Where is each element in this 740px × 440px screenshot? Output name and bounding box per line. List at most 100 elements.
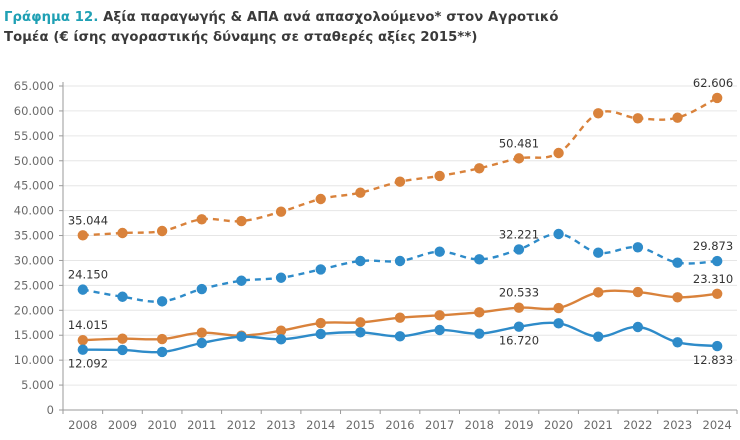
data-point [632, 242, 644, 253]
x-tick-label: 2023 [663, 418, 692, 432]
series-group [77, 92, 723, 358]
x-tick-label: 2014 [306, 418, 335, 432]
y-tick-label: 60.000 [14, 104, 54, 118]
data-point [77, 284, 89, 295]
data-label: 12.092 [68, 357, 108, 371]
x-tick-label: 2021 [584, 418, 613, 432]
data-point [513, 302, 525, 313]
data-point [196, 283, 207, 295]
x-tick-label: 2013 [266, 418, 295, 432]
series-orange-dashed [77, 92, 723, 241]
series-orange-solid [77, 286, 723, 346]
data-point [593, 331, 604, 342]
data-point [553, 302, 564, 314]
data-point [474, 307, 485, 318]
x-tick-label: 2018 [465, 418, 494, 432]
data-label: 32.221 [499, 227, 539, 241]
data-point [474, 163, 485, 174]
data-point [355, 255, 366, 267]
data-point [672, 292, 683, 303]
data-point [156, 225, 168, 237]
series-blue-dashed [77, 228, 723, 307]
data-label: 23.310 [693, 272, 733, 286]
data-label: 50.481 [499, 136, 539, 150]
series-line [82, 96, 718, 237]
chart-title-text: Αξία παραγωγής & ΑΠΑ ανά απασχολούμενο* … [98, 10, 559, 25]
chart-title: Γράφημα 12. Αξία παραγωγής & ΑΠΑ ανά απα… [4, 8, 559, 48]
data-point [315, 317, 326, 329]
data-label: 20.533 [499, 286, 539, 300]
data-point [196, 214, 207, 225]
data-point [632, 321, 644, 333]
y-axis-ticks: 0 5.000 10.000 15.000 20.000 25.000 30.000 35.0… [14, 79, 63, 417]
data-point [315, 193, 326, 205]
data-point [632, 286, 644, 298]
x-tick-label: 2011 [187, 418, 216, 432]
data-labels: 35.044 50.481 62.606 24.150 32.221 29.873 14.0… [68, 76, 733, 371]
x-tick-label: 2012 [227, 418, 256, 432]
y-tick-label: 40.000 [14, 204, 54, 218]
y-tick-label: 0 [47, 403, 54, 417]
data-point [474, 328, 485, 339]
data-point [77, 334, 89, 346]
y-tick-label: 30.000 [14, 253, 54, 267]
data-point [593, 108, 604, 119]
data-point [672, 257, 683, 268]
data-point [355, 317, 366, 328]
data-point [553, 318, 564, 329]
data-point [117, 344, 128, 356]
y-tick-label: 10.000 [14, 353, 54, 367]
x-tick-label: 2009 [108, 418, 137, 432]
data-point [632, 113, 644, 124]
data-point [77, 344, 89, 355]
x-tick-label: 2022 [623, 418, 652, 432]
data-point [315, 264, 326, 275]
data-point [117, 227, 128, 239]
x-axis-ticks: 2008 2009 2010 2011 2012 2013 2014 2015 2016 2017… [62, 410, 738, 432]
y-tick-label: 65.000 [14, 79, 54, 93]
data-label: 62.606 [693, 76, 733, 90]
data-point [315, 328, 326, 340]
y-tick-label: 55.000 [14, 129, 54, 143]
x-tick-label: 2008 [68, 418, 97, 432]
data-point [672, 112, 683, 123]
data-point [394, 176, 406, 187]
x-tick-label: 2016 [385, 418, 414, 432]
data-point [394, 255, 406, 267]
data-point [434, 310, 445, 321]
data-point [434, 324, 445, 336]
data-point [156, 333, 168, 345]
data-point [513, 153, 525, 164]
data-point [394, 331, 406, 342]
data-point [711, 340, 723, 352]
data-point [117, 333, 128, 344]
chart-title-line-2: Τομέα (€ ίσης αγοραστικής δύναμης σε στα… [4, 30, 478, 45]
x-tick-label: 2020 [544, 418, 573, 432]
chart-number: Γράφημα 12. [4, 10, 99, 25]
y-tick-label: 5.000 [21, 378, 54, 392]
data-point [156, 296, 168, 307]
data-point [434, 246, 445, 257]
data-point [355, 327, 366, 338]
y-tick-label: 25.000 [14, 278, 54, 292]
data-point [196, 327, 207, 338]
data-point [711, 92, 723, 104]
data-point [275, 272, 287, 283]
data-point [117, 291, 128, 302]
x-tick-label: 2024 [703, 418, 732, 432]
data-point [474, 254, 485, 265]
data-point [394, 312, 406, 323]
data-point [236, 331, 247, 342]
data-point [434, 170, 445, 182]
x-tick-label: 2015 [346, 418, 375, 432]
data-point [593, 287, 604, 298]
data-point [513, 321, 525, 332]
y-tick-label: 45.000 [14, 179, 54, 193]
data-point [156, 346, 168, 358]
y-tick-label: 15.000 [14, 328, 54, 342]
y-tick-label: 20.000 [14, 303, 54, 317]
data-label: 35.044 [68, 213, 108, 227]
data-point [553, 147, 564, 159]
data-point [236, 275, 247, 286]
data-label: 14.015 [68, 318, 108, 332]
